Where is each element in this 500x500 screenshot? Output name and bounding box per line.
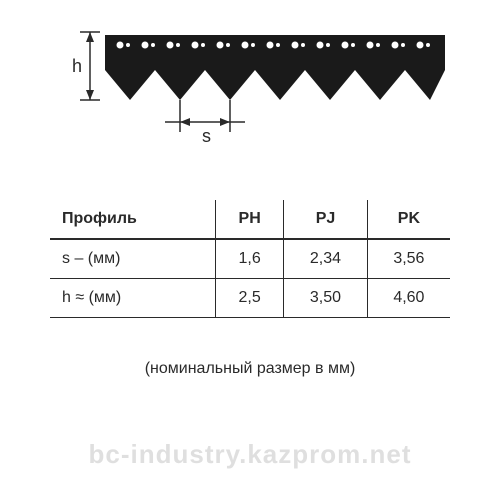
row-label-s: s – (мм) <box>50 239 216 279</box>
col-header-pk: PK <box>367 200 450 239</box>
watermark-text: bс-industry.kazprom.net <box>0 439 500 470</box>
belt-svg: h <box>50 30 450 150</box>
table-header-row: Профиль PH PJ PK <box>50 200 450 239</box>
table-row: s – (мм) 1,6 2,34 3,56 <box>50 239 450 279</box>
cell: 4,60 <box>367 279 450 318</box>
h-label: h <box>72 56 82 76</box>
profile-table: Профиль PH PJ PK s – (мм) 1,6 2,34 3,56 … <box>50 200 450 318</box>
cell: 1,6 <box>216 239 284 279</box>
belt-profile-diagram: h <box>50 30 450 150</box>
s-label: s <box>202 126 211 146</box>
cell: 2,34 <box>284 239 368 279</box>
caption-text: (номинальный размер в мм) <box>0 360 500 378</box>
col-header-ph: PH <box>216 200 284 239</box>
row-label-h: h ≈ (мм) <box>50 279 216 318</box>
cell: 2,5 <box>216 279 284 318</box>
cell: 3,50 <box>284 279 368 318</box>
cell: 3,56 <box>367 239 450 279</box>
col-header-pj: PJ <box>284 200 368 239</box>
col-header-profile: Профиль <box>50 200 216 239</box>
table-row: h ≈ (мм) 2,5 3,50 4,60 <box>50 279 450 318</box>
